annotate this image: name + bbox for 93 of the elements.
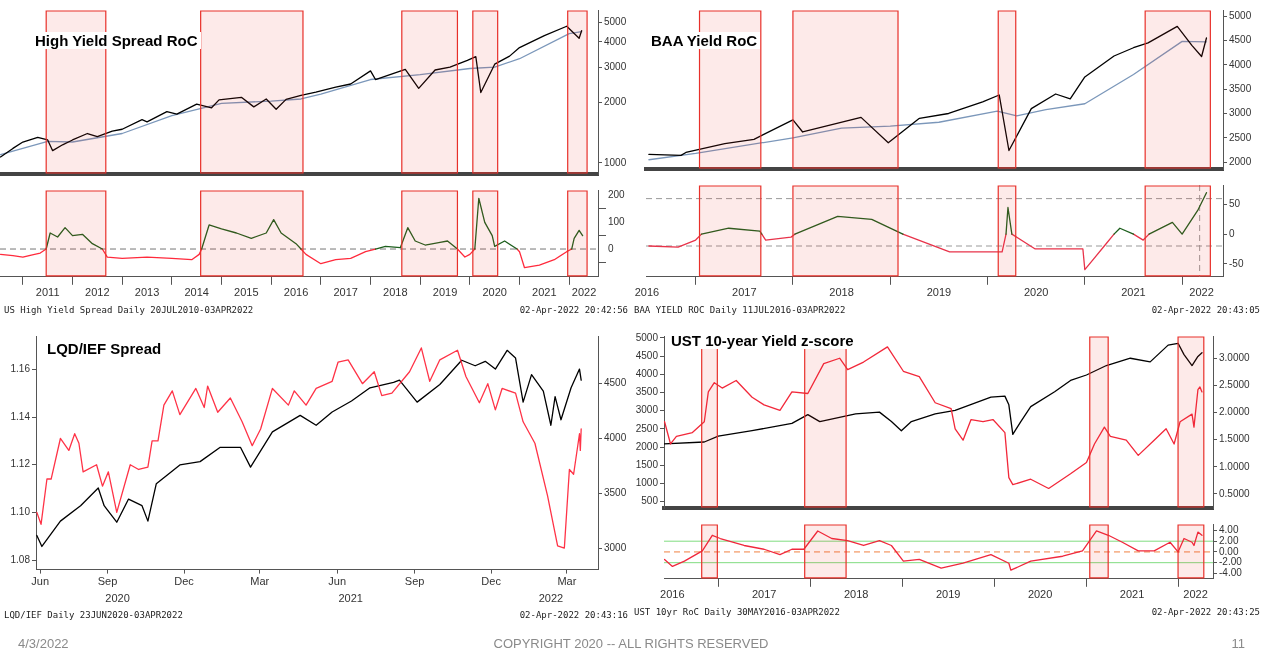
y2-tick-label: 2.0000 xyxy=(1219,406,1251,418)
text: 02-Apr-2022 20:42:56 xyxy=(519,305,628,316)
x-tick-label: 2019 xyxy=(926,286,952,299)
y-tick-label: 5000 xyxy=(635,331,659,343)
y-tick-label: 2000 xyxy=(604,96,627,108)
x-tick-label: 2018 xyxy=(829,286,854,299)
y-tick-label: 5000 xyxy=(604,16,627,28)
y-tick-label: 0 xyxy=(1229,227,1235,239)
text: 11 xyxy=(1231,636,1245,651)
y-tick-label: 200 xyxy=(608,189,626,201)
x-tick-label: 2017 xyxy=(333,286,358,299)
text: 4/3/2022 xyxy=(18,636,69,651)
x-tick-label: 2022 xyxy=(1189,286,1214,299)
y-tick-label: 2500 xyxy=(1229,131,1252,143)
y-tick-label: 2000 xyxy=(635,440,659,452)
y-tick-label: 500 xyxy=(641,495,659,507)
x-tick-label: 2022 xyxy=(1183,588,1208,601)
text: High Yield Spread RoC xyxy=(32,32,201,49)
y-tick-label: -4.00 xyxy=(1219,567,1243,579)
y-tick-label: 2500 xyxy=(635,422,659,434)
y-tick-label: 1.08 xyxy=(10,553,31,565)
x-tick-label: 2017 xyxy=(751,588,777,601)
x-tick-label: 2015 xyxy=(234,286,259,299)
x-tick-label: Sep xyxy=(97,575,118,588)
y-tick-label: 1.12 xyxy=(10,458,31,470)
x-tick-label: 2019 xyxy=(432,286,458,299)
y-tick-label: 4500 xyxy=(635,349,659,361)
x-tick-label: 2021 xyxy=(1121,286,1146,299)
y-tick-label: 1500 xyxy=(635,459,659,471)
y-tick-label: 3000 xyxy=(604,60,627,72)
y-tick-label: 0.00 xyxy=(1219,545,1239,557)
x-tick-label: 2020 xyxy=(482,286,507,299)
x-tick-label: 2017 xyxy=(732,286,757,299)
y-tick-label: 1.14 xyxy=(10,410,31,422)
y-tick-label: -50 xyxy=(1229,257,1244,269)
y-tick-label: 3000 xyxy=(635,404,659,416)
y-tick-label: 1000 xyxy=(604,156,627,168)
x-tick-label: 2011 xyxy=(35,286,60,299)
y-tick-label: 4000 xyxy=(1229,58,1252,70)
y-tick-label: 100 xyxy=(608,216,626,228)
y-tick-label: 4000 xyxy=(635,368,659,380)
x-tick-label: 2016 xyxy=(660,588,685,601)
y2-tick-label: 3.0000 xyxy=(1219,352,1251,363)
y-tick-label: 1.10 xyxy=(10,506,31,518)
y-tick-label: 5000 xyxy=(1229,9,1252,21)
y-tick-label: 1000 xyxy=(635,477,659,489)
x-tick-label: Jun xyxy=(31,575,50,588)
y2-tick-label: 1.5000 xyxy=(1219,433,1251,445)
y-tick-label: 0 xyxy=(608,242,614,254)
x-tick-label: Dec xyxy=(174,575,195,588)
y-tick-label: 3500 xyxy=(635,386,659,398)
y2-tick-label: 0.5000 xyxy=(1219,487,1251,499)
x-tick-label: 2022 xyxy=(571,286,597,299)
y-tick-label: 3000 xyxy=(1229,107,1252,119)
x-tick-label: 2013 xyxy=(134,286,160,299)
y-tick-label: 3500 xyxy=(1229,82,1252,94)
y-tick-label: 2000 xyxy=(1229,155,1252,167)
text: 02-Apr-2022 20:43:16 xyxy=(519,610,628,621)
x-tick-label: 2018 xyxy=(383,286,408,299)
text: 02-Apr-2022 20:43:05 xyxy=(1151,305,1260,316)
y-tick-label: 50 xyxy=(1229,198,1241,210)
y-tick-label: 4500 xyxy=(1229,34,1252,46)
y2-tick-label: 2.5000 xyxy=(1219,379,1251,391)
x-tick-label: 2021 xyxy=(532,286,557,299)
x-tick-label: 2019 xyxy=(935,588,961,601)
x-tick-label: 2014 xyxy=(184,286,209,299)
x-tick-label: Sep xyxy=(404,575,425,588)
x-tick-label: Dec xyxy=(481,575,502,588)
chart-title: UST 10-year Yield z-score xyxy=(668,332,857,349)
x-tick-label: 2021 xyxy=(1119,588,1145,601)
x-tick-label: 2020 xyxy=(1027,588,1053,601)
x-tick-label: 2016 xyxy=(634,286,660,299)
x-tick-label: 2016 xyxy=(283,286,309,299)
x-tick-label: Mar xyxy=(557,575,577,588)
x-tick-label: 2020 xyxy=(1023,286,1049,299)
text: US High Yield Spread Daily 20JUL2010-03APR2022 xyxy=(4,305,254,316)
x-tick-label: Mar xyxy=(250,575,270,588)
text: UST 10yr RoC Daily 30MAY2016-03APR2022 xyxy=(634,607,840,618)
x-tick-label: Jun xyxy=(328,575,347,588)
y2-tick-label: 1.0000 xyxy=(1219,460,1251,472)
y-tick-label: 4.00 xyxy=(1219,524,1239,536)
chart-title: LQD/IEF Spread xyxy=(44,340,165,357)
x-tick-label: 2018 xyxy=(843,588,869,601)
text: LQD/IEF Daily 23JUN2020-03APR2022 xyxy=(4,610,183,621)
text: 02-Apr-2022 20:43:25 xyxy=(1151,607,1260,618)
x-tick-label: 2012 xyxy=(85,286,110,299)
y-tick-label: -2.00 xyxy=(1219,556,1243,568)
y-tick-label: 4000 xyxy=(604,35,627,47)
y-tick-label: 2.00 xyxy=(1219,534,1239,546)
y-tick-label: 1.16 xyxy=(10,363,31,375)
text: BAA Yield RoC xyxy=(648,32,761,49)
text: COPYRIGHT 2020 -- ALL RIGHTS RESERVED xyxy=(493,636,769,651)
text: BAA YIELD ROC Daily 11JUL2016-03APR2022 xyxy=(634,305,846,316)
